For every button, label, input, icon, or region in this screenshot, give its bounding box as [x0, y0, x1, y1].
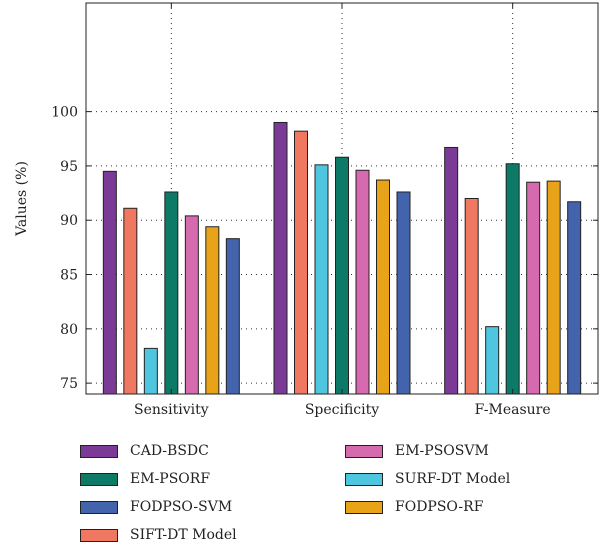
y-tick-label: 75	[60, 376, 78, 392]
bar-sift-dt-model-sensitivity	[123, 207, 138, 395]
bar-fodpso-svm-sensitivity	[225, 238, 240, 395]
legend-swatch	[80, 528, 118, 542]
legend-swatch	[345, 444, 383, 458]
legend-label: FODPSO-SVM	[130, 499, 233, 515]
bar-fodpso-rf-f-measure	[546, 180, 561, 395]
legend-item: CAD-BSDC	[80, 440, 209, 462]
legend-label: EM-PSORF	[130, 471, 211, 487]
bar-em-psosvm-f-measure	[526, 181, 541, 395]
bar-fodpso-rf-sensitivity	[205, 226, 220, 395]
legend-item: FODPSO-SVM	[80, 496, 232, 518]
axes: 75 80 85 90 95 100 Sensitivity Specificity F-Mea…	[51, 3, 598, 418]
bar-cad-bsdc-sensitivity	[102, 170, 117, 395]
legend-item: EM-PSORF	[80, 468, 210, 490]
bar-fodpso-svm-specificity	[396, 191, 411, 395]
legend-label: FODPSO-RF	[395, 499, 484, 515]
legend-swatch	[80, 472, 118, 486]
legend-item: SIFT-DT Model	[80, 524, 237, 546]
legend-item: FODPSO-RF	[345, 496, 483, 518]
bar-em-psorf-f-measure	[505, 163, 520, 395]
legend-item: SURF-DT Model	[345, 468, 510, 490]
bar-chart: 75 80 85 90 95 100 Sensitivity Specificity F-Mea…	[14, 2, 599, 418]
y-tick-label: 100	[51, 105, 78, 121]
legend-label: EM-PSOSVM	[395, 443, 489, 459]
y-tick-label: 95	[60, 159, 78, 175]
y-tick-label: 85	[60, 268, 78, 284]
legend: CAD-BSDC EM-PSOSVM EM-PSORF SURF-DT Model FO…	[80, 440, 580, 554]
x-tick-label: F-Measure	[475, 402, 551, 418]
bar-sift-dt-model-specificity	[294, 130, 308, 395]
legend-label: SIFT-DT Model	[130, 527, 237, 543]
x-tick-label: Sensitivity	[134, 402, 209, 418]
y-tick-label: 80	[60, 322, 78, 338]
bar-surf-dt-model-sensitivity	[143, 347, 158, 395]
bar-em-psosvm-specificity	[355, 169, 370, 395]
legend-swatch	[80, 444, 118, 458]
legend-label: CAD-BSDC	[130, 443, 209, 459]
x-tick-label: Specificity	[305, 402, 379, 418]
bar-cad-bsdc-specificity	[273, 121, 288, 395]
legend-swatch	[80, 500, 118, 514]
bar-em-psorf-sensitivity	[164, 191, 179, 395]
bar-em-psosvm-sensitivity	[184, 215, 199, 395]
bar-sift-dt-model-f-measure	[464, 198, 479, 395]
y-tick-label: 90	[60, 213, 78, 229]
y-axis-title: Values (%)	[14, 161, 30, 237]
legend-swatch	[345, 472, 383, 486]
bars	[102, 121, 582, 395]
bar-surf-dt-model-f-measure	[485, 326, 500, 395]
legend-label: SURF-DT Model	[395, 471, 511, 487]
legend-swatch	[345, 500, 383, 514]
bar-em-psorf-specificity	[335, 156, 349, 395]
bar-fodpso-svm-f-measure	[567, 201, 582, 395]
bar-cad-bsdc-f-measure	[444, 146, 459, 395]
bar-surf-dt-model-specificity	[314, 164, 329, 395]
legend-item: EM-PSOSVM	[345, 440, 489, 462]
bar-fodpso-rf-specificity	[376, 179, 390, 395]
